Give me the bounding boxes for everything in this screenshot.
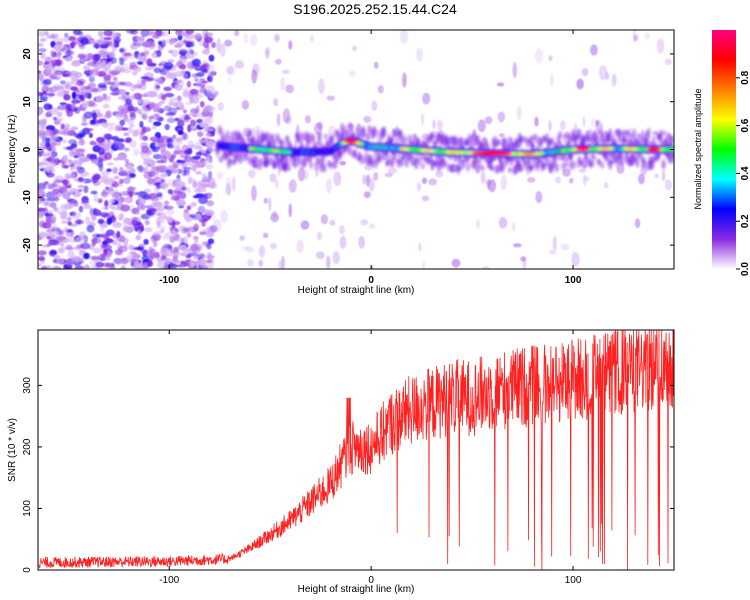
- spectrogram-y-axis-label: Frequency (Hz): [7, 115, 18, 184]
- chart-title: S196.2025.252.15.44.C24: [293, 1, 457, 17]
- colorbar-tick-label: 0.2: [740, 214, 750, 228]
- spectral-hot-spot: [343, 138, 358, 144]
- colorbar-gradient: [712, 30, 736, 269]
- spectrogram-y-tick-label: -20: [22, 237, 33, 252]
- colorbar-tick-label: 0.4: [740, 166, 750, 180]
- spectrogram-y-tick-label: -10: [22, 190, 33, 205]
- spectrogram-y-tick-label: 0: [22, 146, 33, 152]
- snr-y-tick-label: 0: [22, 567, 33, 573]
- spectral-hot-spot: [472, 151, 513, 156]
- spectral-ridge: [215, 122, 674, 176]
- snr-series-line: [38, 330, 674, 570]
- snr-x-axis-label: Height of straight line (km): [298, 584, 415, 595]
- colorbar-label: Normalized spectral amplitude: [693, 88, 703, 209]
- spectrogram-x-tick-label: -100: [159, 275, 179, 286]
- colorbar-tick-label: 0.8: [740, 70, 750, 84]
- colorbar-tick-label: 0.0: [740, 262, 750, 276]
- colorbar-tick-label: 0.6: [740, 118, 750, 132]
- snr-panel: -100 0 100 0 100 200 300 Height of straight li…: [7, 329, 675, 595]
- snr-y-tick-label: 200: [22, 438, 33, 455]
- spectrogram-x-axis-label: Height of straight line (km): [298, 285, 415, 296]
- spectral-hot-spot: [646, 147, 661, 152]
- snr-y-axis-label: SNR (10 * v/v): [7, 418, 18, 482]
- snr-y-tick-label: 300: [22, 377, 33, 394]
- colorbar: 0.0 0.2 0.4 0.6 0.8 Normalized spectral ampl…: [693, 30, 750, 276]
- spectrogram-x-tick-label: 0: [368, 275, 374, 286]
- snr-frame: [37, 329, 675, 571]
- spectral-hot-spot: [576, 146, 591, 151]
- spectrogram-noise: [38, 30, 673, 269]
- snr-x-tick-label: 100: [565, 575, 582, 586]
- spectrogram-y-tick-label: 20: [22, 48, 33, 60]
- spectrogram-x-tick-label: 100: [565, 275, 582, 286]
- snr-x-tick-label: 0: [368, 575, 374, 586]
- snr-y-tick-label: 100: [22, 500, 33, 517]
- snr-x-tick-label: -100: [159, 575, 179, 586]
- spectrogram-y-tick-label: 10: [22, 96, 33, 108]
